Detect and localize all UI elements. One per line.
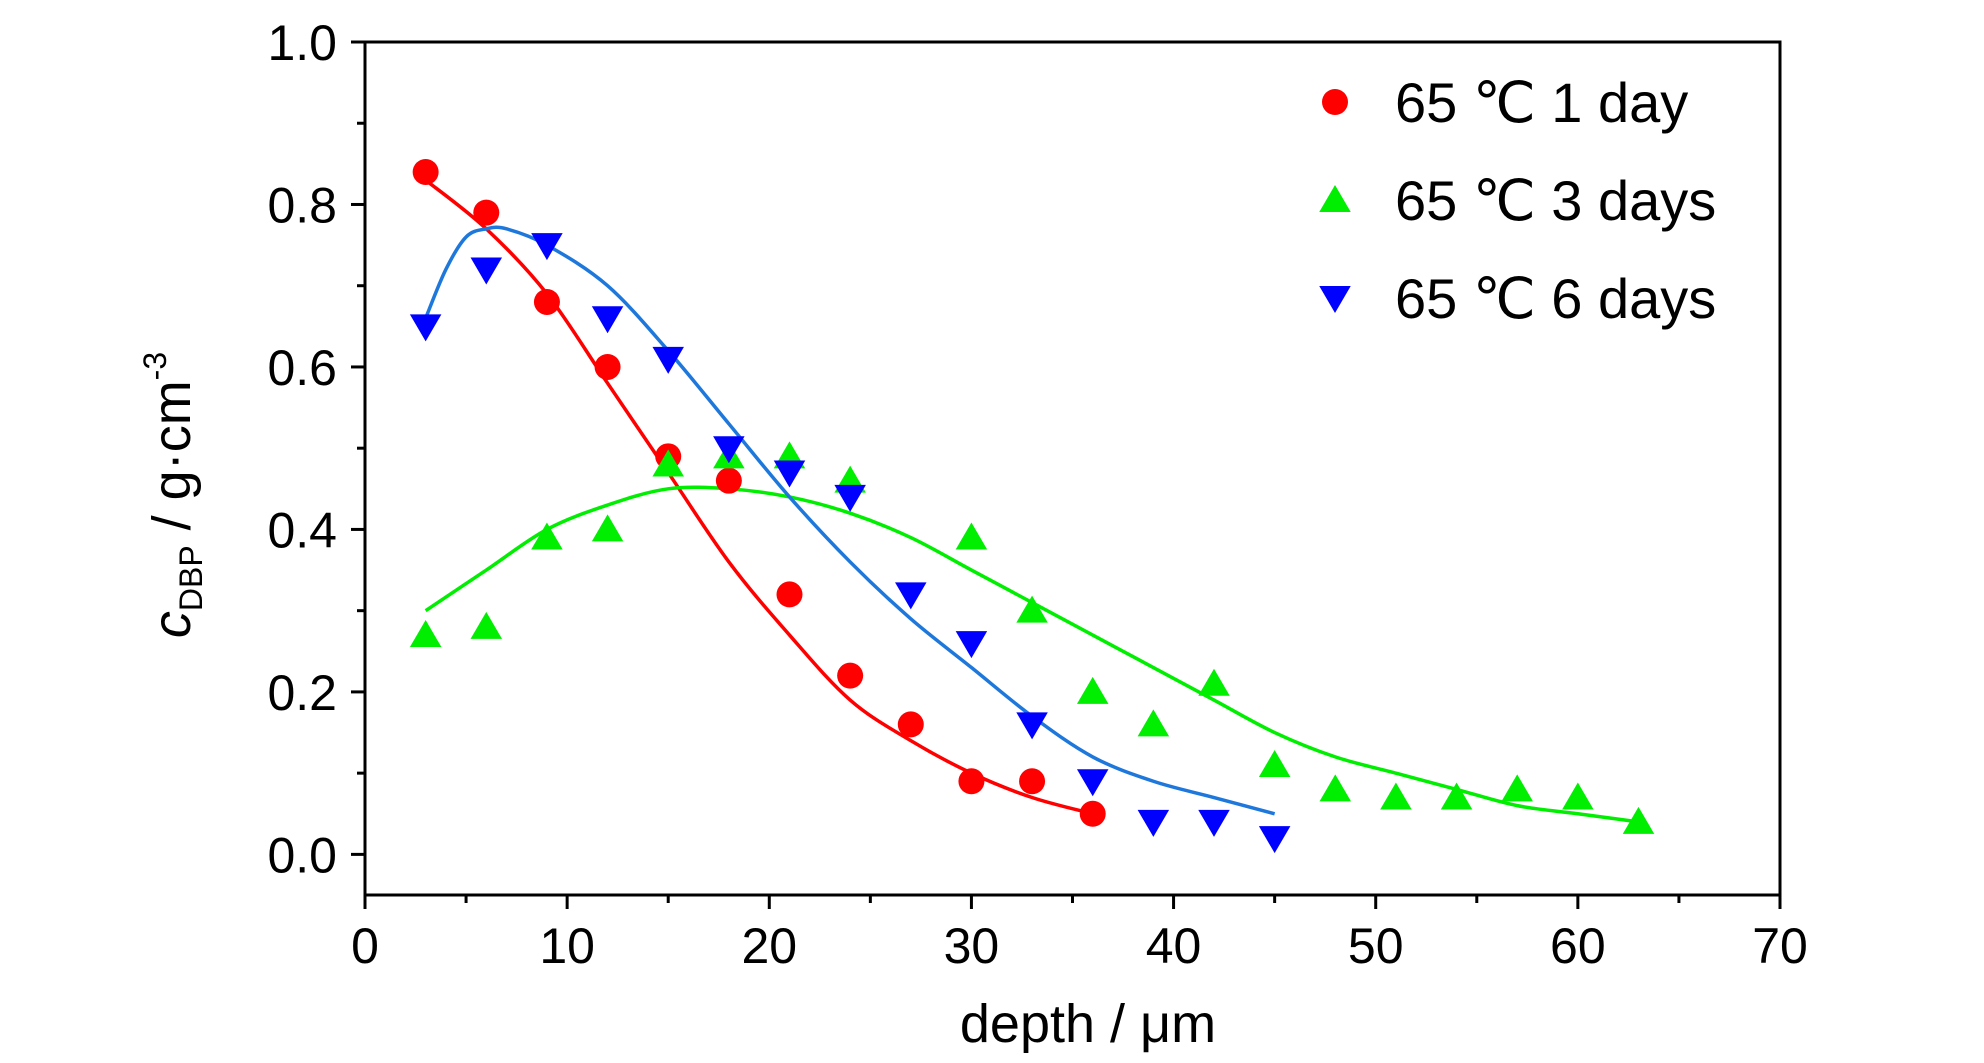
x-axis-title: depth / μm: [960, 994, 1216, 1054]
x-tick-label: 70: [1752, 918, 1808, 974]
y-axis-title-subscript: DBP: [173, 545, 209, 611]
data-points: [409, 158, 1655, 854]
data-point-3-days: [1380, 782, 1412, 810]
data-point-3-days: [1501, 774, 1533, 802]
data-point-3-days: [1076, 676, 1109, 704]
data-point-6-days: [713, 436, 745, 464]
data-point-6-days: [1137, 809, 1170, 837]
x-axis: 0 10 20 30 40 50 60 70: [351, 895, 1808, 974]
data-point-6-days: [531, 233, 563, 261]
x-tick-label: 60: [1550, 918, 1606, 974]
data-point-3-days: [652, 449, 684, 477]
data-point-3-days: [1562, 782, 1594, 810]
legend: 65 ℃ 1 day 65 ℃ 3 days 65 ℃ 6 days: [1319, 71, 1716, 330]
x-tick-label: 10: [539, 918, 595, 974]
data-point-6-days: [591, 306, 624, 334]
data-point-6-days: [834, 484, 866, 512]
x-tick-label: 20: [741, 918, 797, 974]
data-point-6-days: [409, 314, 442, 342]
y-tick-label: 0.4: [267, 502, 337, 558]
data-point-6-days: [652, 346, 684, 374]
data-point-1-day: [594, 353, 621, 380]
y-tick-label: 0.8: [267, 177, 337, 233]
y-tick-label: 0.2: [267, 665, 337, 721]
y-axis-title-unit: / g·cm: [142, 380, 202, 545]
data-point-1-day: [1079, 800, 1106, 827]
data-point-6-days: [470, 257, 503, 285]
data-point-3-days: [1440, 782, 1473, 810]
data-point-6-days: [1198, 809, 1230, 837]
y-axis-title: cDBP / g·cm-3: [137, 352, 209, 638]
data-point-6-days: [955, 631, 988, 659]
legend-label-6-days: 65 ℃ 6 days: [1395, 267, 1716, 330]
y-axis-title-superscript: -3: [137, 352, 173, 380]
data-point-1-day: [715, 467, 742, 494]
fit-curve-6-days: [424, 225, 1276, 816]
data-point-3-days: [531, 522, 563, 550]
data-point-3-days: [591, 514, 624, 542]
data-point-3-days: [1622, 806, 1655, 834]
x-tick-label: 30: [944, 918, 1000, 974]
data-point-1-day: [1019, 768, 1046, 795]
data-point-3-days: [1016, 595, 1048, 623]
y-tick-label: 0.6: [267, 340, 337, 396]
data-point-3-days: [955, 522, 988, 550]
legend-label-3-days: 65 ℃ 3 days: [1395, 169, 1716, 232]
y-tick-label: 1.0: [267, 15, 337, 71]
x-tick-label: 40: [1146, 918, 1202, 974]
data-point-6-days: [1016, 712, 1048, 740]
data-point-3-days: [1258, 750, 1291, 778]
x-tick-label: 0: [351, 918, 379, 974]
data-point-3-days: [1137, 709, 1170, 737]
legend-marker-6-days: [1319, 286, 1351, 313]
data-point-1-day: [837, 662, 864, 689]
fit-curve-1-day: [424, 178, 1094, 816]
data-point-1-day: [958, 768, 985, 795]
legend-marker-3-days: [1319, 185, 1351, 212]
y-axis-title-main: c: [142, 611, 202, 638]
y-tick-label: 0.0: [267, 827, 337, 883]
data-point-6-days: [1258, 826, 1291, 854]
data-point-3-days: [1198, 668, 1230, 696]
y-axis: 0.0 0.2 0.4 0.6 0.8 1.0: [267, 15, 365, 883]
data-point-1-day: [473, 199, 500, 226]
data-point-3-days: [1319, 774, 1352, 802]
legend-label-1-day: 65 ℃ 1 day: [1395, 71, 1688, 134]
data-point-1-day: [897, 711, 924, 738]
x-tick-label: 50: [1348, 918, 1404, 974]
data-point-6-days: [1076, 769, 1109, 797]
data-point-1-day: [533, 288, 560, 315]
data-point-1-day: [776, 581, 803, 608]
legend-marker-1-day: [1322, 89, 1348, 115]
data-point-3-days: [470, 611, 503, 639]
data-point-3-days: [409, 620, 442, 648]
data-point-6-days: [895, 582, 927, 610]
data-point-1-day: [412, 158, 439, 185]
data-point-6-days: [773, 460, 806, 488]
